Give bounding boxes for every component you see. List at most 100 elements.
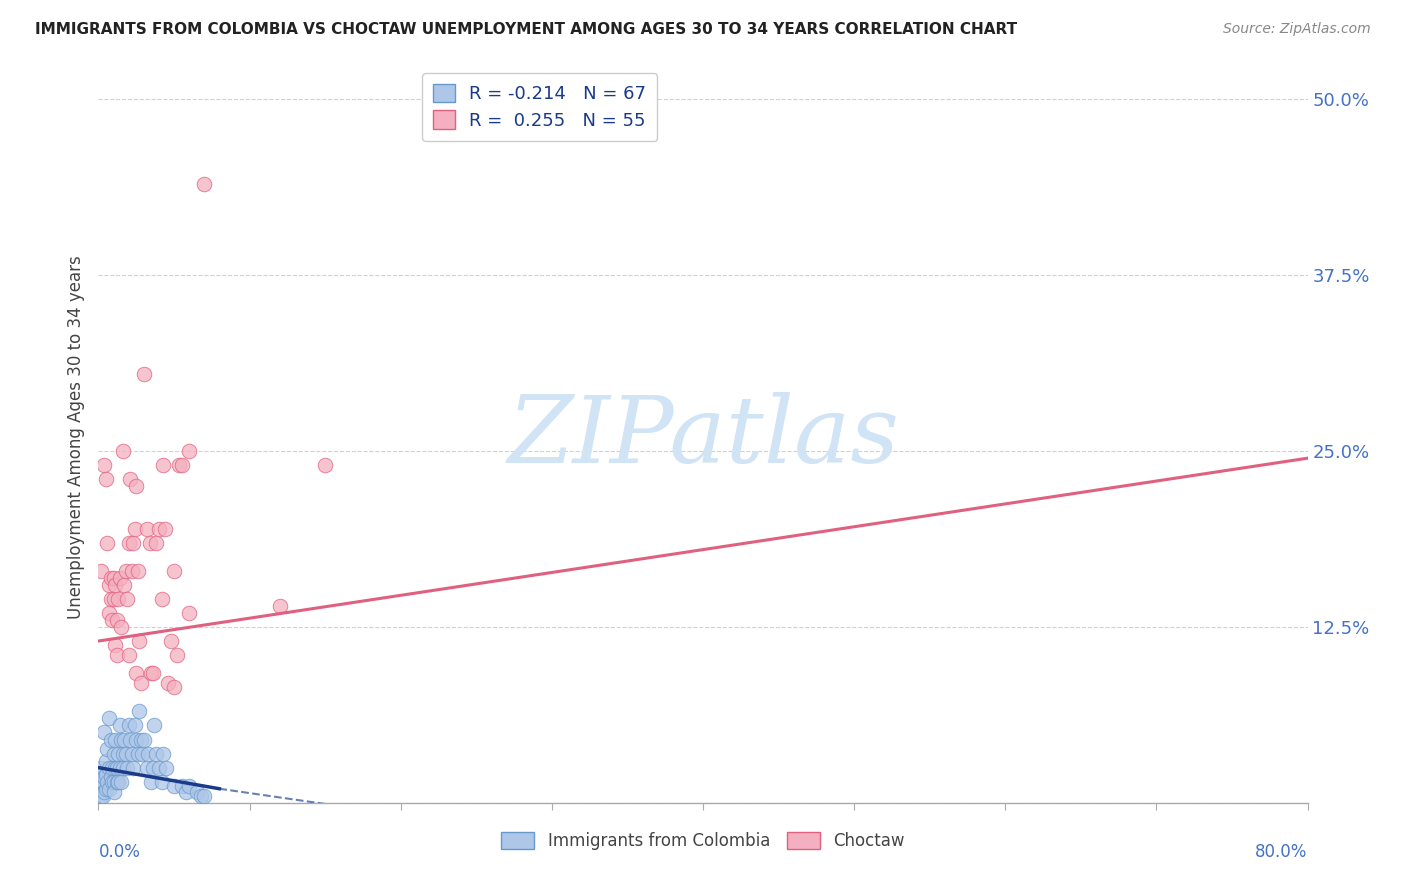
Point bbox=[98, 578, 121, 592]
Point bbox=[98, 781, 121, 796]
Point bbox=[132, 732, 155, 747]
Point bbox=[115, 761, 138, 775]
Point bbox=[131, 747, 153, 761]
Point bbox=[110, 620, 132, 634]
Point bbox=[98, 606, 121, 620]
Point bbox=[89, 781, 111, 796]
Point bbox=[108, 718, 131, 732]
Point bbox=[100, 591, 122, 606]
Point bbox=[136, 747, 159, 761]
Text: 0.0%: 0.0% bbox=[98, 843, 141, 861]
Point bbox=[129, 732, 152, 747]
Point bbox=[128, 634, 150, 648]
Point bbox=[129, 676, 152, 690]
Point bbox=[104, 578, 127, 592]
Point bbox=[179, 606, 201, 620]
Point bbox=[107, 591, 129, 606]
Point bbox=[145, 535, 167, 549]
Point bbox=[152, 458, 174, 473]
Point bbox=[124, 718, 146, 732]
Point bbox=[96, 774, 118, 789]
Point bbox=[100, 771, 122, 785]
Point bbox=[153, 521, 176, 535]
Point bbox=[103, 747, 125, 761]
Point bbox=[166, 648, 188, 662]
Point bbox=[120, 732, 142, 747]
Point bbox=[141, 774, 163, 789]
Point bbox=[100, 732, 122, 747]
Point bbox=[193, 789, 215, 803]
Point bbox=[105, 613, 128, 627]
Text: IMMIGRANTS FROM COLOMBIA VS CHOCTAW UNEMPLOYMENT AMONG AGES 30 TO 34 YEARS CORRE: IMMIGRANTS FROM COLOMBIA VS CHOCTAW UNEM… bbox=[35, 22, 1018, 37]
Point bbox=[91, 789, 114, 803]
Point bbox=[114, 564, 136, 578]
Point bbox=[142, 761, 165, 775]
Point bbox=[94, 767, 117, 781]
Point bbox=[111, 444, 134, 458]
Point bbox=[128, 705, 150, 719]
Point bbox=[118, 648, 141, 662]
Point bbox=[105, 774, 128, 789]
Point bbox=[120, 472, 142, 486]
Point bbox=[101, 613, 124, 627]
Point bbox=[150, 591, 173, 606]
Point bbox=[90, 789, 112, 803]
Point bbox=[150, 774, 173, 789]
Point bbox=[103, 571, 125, 585]
Point bbox=[100, 571, 122, 585]
Point bbox=[125, 732, 148, 747]
Point bbox=[121, 747, 143, 761]
Point bbox=[118, 535, 141, 549]
Point bbox=[90, 761, 112, 775]
Point bbox=[122, 535, 145, 549]
Point bbox=[110, 774, 132, 789]
Point bbox=[127, 747, 149, 761]
Point bbox=[93, 784, 115, 798]
Point bbox=[103, 784, 125, 798]
Point bbox=[111, 747, 134, 761]
Point bbox=[160, 634, 183, 648]
Point bbox=[269, 599, 291, 613]
Point bbox=[105, 648, 128, 662]
Point bbox=[122, 761, 145, 775]
Point bbox=[110, 732, 132, 747]
Point bbox=[98, 761, 121, 775]
Point bbox=[108, 761, 131, 775]
Point bbox=[170, 458, 193, 473]
Point bbox=[107, 774, 129, 789]
Point bbox=[163, 564, 186, 578]
Point bbox=[125, 479, 148, 493]
Point bbox=[145, 747, 167, 761]
Point bbox=[163, 779, 186, 793]
Point bbox=[125, 666, 148, 681]
Point bbox=[186, 784, 208, 798]
Point bbox=[155, 761, 177, 775]
Point bbox=[103, 774, 125, 789]
Point bbox=[89, 767, 111, 781]
Point bbox=[104, 638, 127, 652]
Point bbox=[179, 444, 201, 458]
Point bbox=[190, 789, 212, 803]
Point bbox=[94, 781, 117, 796]
Point bbox=[111, 761, 134, 775]
Point bbox=[103, 591, 125, 606]
Point bbox=[142, 666, 165, 681]
Text: 80.0%: 80.0% bbox=[1256, 843, 1308, 861]
Point bbox=[112, 578, 135, 592]
Point bbox=[141, 666, 163, 681]
Point bbox=[143, 718, 166, 732]
Point bbox=[118, 718, 141, 732]
Point bbox=[101, 774, 124, 789]
Point bbox=[90, 564, 112, 578]
Point bbox=[93, 458, 115, 473]
Point bbox=[112, 732, 135, 747]
Point bbox=[105, 761, 128, 775]
Point bbox=[108, 571, 131, 585]
Point bbox=[96, 535, 118, 549]
Point bbox=[132, 367, 155, 381]
Point bbox=[135, 761, 157, 775]
Point bbox=[314, 458, 336, 473]
Point bbox=[98, 711, 121, 725]
Point bbox=[179, 779, 201, 793]
Text: Source: ZipAtlas.com: Source: ZipAtlas.com bbox=[1223, 22, 1371, 37]
